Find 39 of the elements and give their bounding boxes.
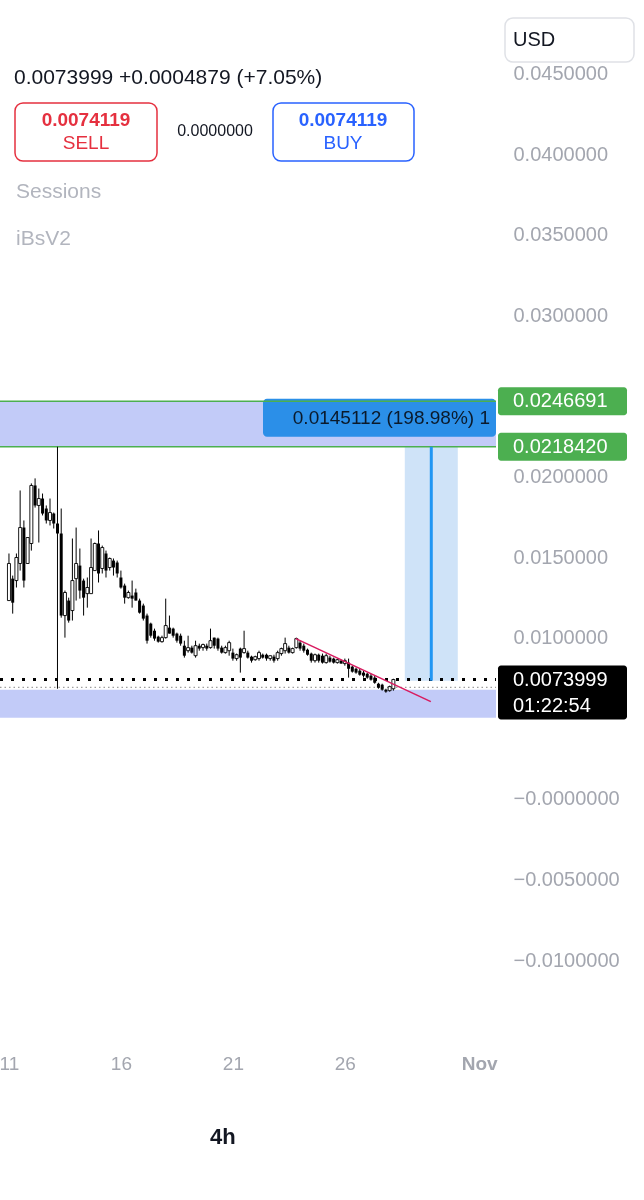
y-tick-label: 0.0300000: [513, 303, 609, 326]
annotation: 0.0074119: [41, 109, 131, 130]
x-tick-label: 21: [222, 1052, 244, 1074]
ref-line-label: 0.0073999: [513, 667, 608, 690]
annotation: iBsV2: [16, 226, 71, 249]
annotation: Sessions: [16, 179, 102, 202]
annotation: BUY: [323, 132, 363, 153]
candlestick: [167, 615, 171, 635]
x-tick-label: Nov: [461, 1052, 499, 1074]
x-tick-label: 26: [334, 1052, 356, 1074]
y-tick-label: −0.0100000: [513, 948, 620, 971]
candlestick: [272, 654, 276, 664]
annotation: 0.0074119: [298, 109, 388, 130]
candlestick: [130, 580, 134, 609]
y-tick-label: 0.0100000: [513, 626, 609, 649]
y-tick-label: 0.0350000: [513, 223, 609, 246]
y-tick-label: 0.0200000: [513, 464, 609, 487]
x-tick-label: 16: [110, 1052, 132, 1074]
y-tick-label: 0.0400000: [513, 142, 609, 165]
x-tick-label: 11: [0, 1052, 20, 1074]
candlestick: [48, 498, 52, 526]
text: USD: [513, 28, 556, 50]
text: 01:22:54: [513, 694, 591, 716]
candlestick: [41, 493, 45, 516]
ref-line-label: 0.0218420: [513, 434, 608, 457]
chart-subtitle: 0.0073999 +0.0004879 (+7.05%): [14, 65, 323, 88]
y-tick-label: −0.0000000: [513, 787, 620, 810]
candlestick: [163, 598, 168, 640]
text: 4h: [210, 1124, 236, 1149]
candlestick: [384, 688, 388, 694]
candlestick: [104, 550, 108, 579]
y-tick-label: 0.0150000: [513, 545, 609, 568]
annotation: SELL: [62, 132, 110, 153]
y-tick-label: −0.0050000: [513, 867, 620, 890]
candlestick: [100, 545, 105, 574]
annotation: 0.0000000: [177, 122, 253, 139]
data-label: 0.0145112 (198.98%) 1: [292, 406, 490, 428]
ref-line-label: 0.0246691: [513, 389, 608, 412]
y-tick-label: 0.0450000: [513, 62, 609, 84]
